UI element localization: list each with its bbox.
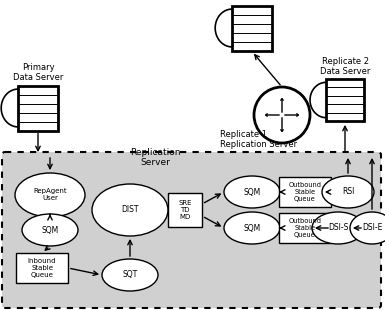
- Bar: [279, 213, 331, 243]
- Text: DSI-E: DSI-E: [362, 224, 382, 232]
- Text: Outbound
Stable
Queue: Outbound Stable Queue: [288, 218, 321, 238]
- Text: RepAgent
User: RepAgent User: [33, 188, 67, 202]
- Text: SQM: SQM: [243, 188, 261, 197]
- Text: Replication
Server: Replication Server: [130, 148, 180, 167]
- Ellipse shape: [224, 176, 280, 208]
- Bar: [16, 253, 68, 283]
- Text: Replicate 1
Data Server: Replicate 1 Data Server: [227, 0, 277, 2]
- Text: Inbound
Stable
Queue: Inbound Stable Queue: [28, 258, 56, 278]
- Text: Replicate 1
Replication Server: Replicate 1 Replication Server: [220, 130, 297, 149]
- Circle shape: [254, 87, 310, 143]
- Ellipse shape: [92, 184, 168, 236]
- Ellipse shape: [312, 212, 364, 244]
- Text: DSI-S: DSI-S: [328, 224, 348, 232]
- Text: SQT: SQT: [122, 271, 137, 280]
- Ellipse shape: [322, 176, 374, 208]
- Text: SRE
TD
MD: SRE TD MD: [178, 200, 192, 220]
- Text: SQM: SQM: [243, 224, 261, 232]
- Bar: [18, 86, 58, 131]
- FancyBboxPatch shape: [2, 152, 381, 308]
- Ellipse shape: [102, 259, 158, 291]
- Ellipse shape: [224, 212, 280, 244]
- Bar: [326, 79, 364, 121]
- Bar: [232, 6, 272, 51]
- Ellipse shape: [350, 212, 385, 244]
- Text: Outbound
Stable
Queue: Outbound Stable Queue: [288, 182, 321, 202]
- Ellipse shape: [15, 173, 85, 217]
- Text: DIST: DIST: [121, 206, 139, 215]
- Text: SQM: SQM: [41, 225, 59, 234]
- Text: Primary
Data Server: Primary Data Server: [13, 63, 63, 82]
- Text: RSI: RSI: [342, 188, 354, 197]
- Bar: [168, 193, 202, 227]
- Text: Replicate 2
Data Server: Replicate 2 Data Server: [320, 57, 370, 76]
- Bar: [279, 177, 331, 207]
- Ellipse shape: [22, 214, 78, 246]
